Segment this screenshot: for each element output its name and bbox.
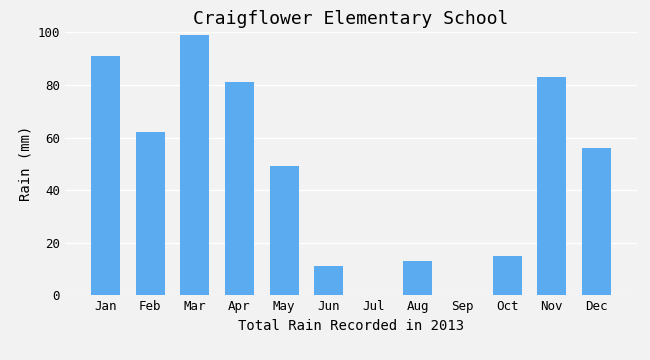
Title: Craigflower Elementary School: Craigflower Elementary School: [193, 10, 509, 28]
Bar: [582, 148, 611, 295]
Bar: [314, 266, 343, 295]
X-axis label: Total Rain Recorded in 2013: Total Rain Recorded in 2013: [238, 319, 464, 333]
Bar: [493, 256, 522, 295]
Bar: [538, 77, 566, 295]
Bar: [91, 56, 120, 295]
Y-axis label: Rain (mm): Rain (mm): [18, 126, 32, 202]
Bar: [404, 261, 432, 295]
Bar: [136, 132, 164, 295]
Bar: [270, 166, 298, 295]
Bar: [225, 82, 254, 295]
Bar: [180, 35, 209, 295]
